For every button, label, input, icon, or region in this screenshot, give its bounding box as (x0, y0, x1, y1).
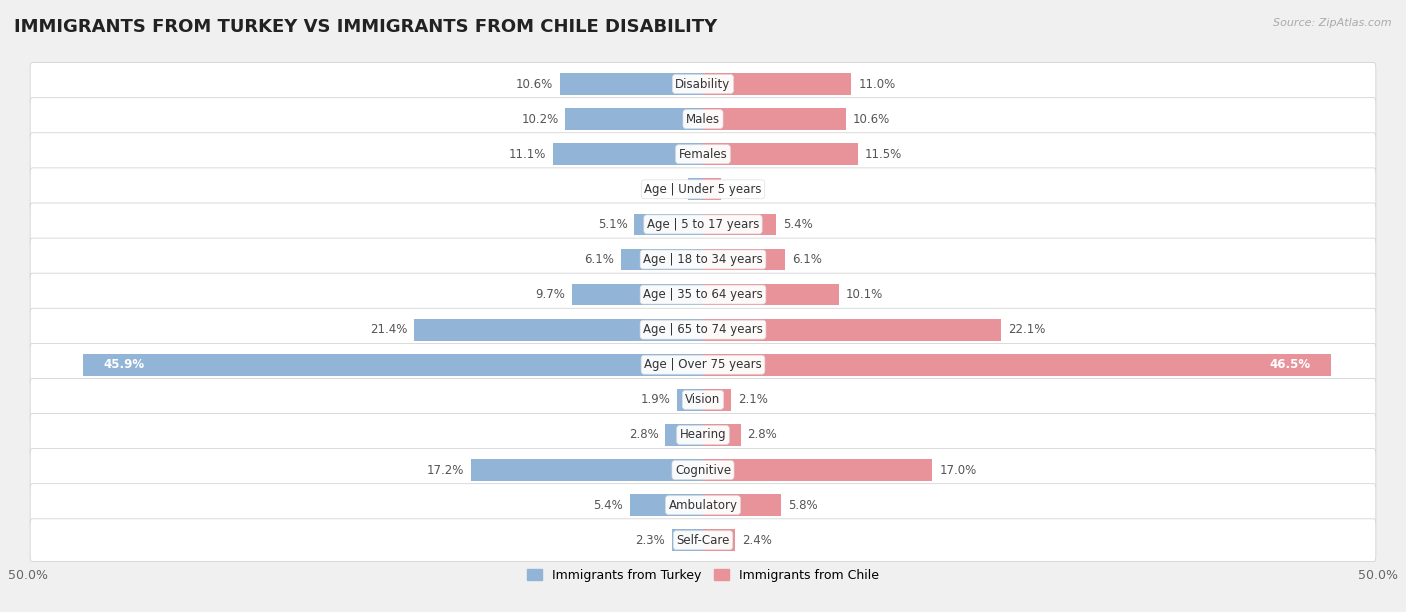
FancyBboxPatch shape (30, 168, 1376, 211)
Text: 11.1%: 11.1% (509, 147, 547, 161)
Bar (703, 108, 846, 130)
Bar (415, 319, 703, 340)
Text: 17.0%: 17.0% (939, 463, 976, 477)
FancyBboxPatch shape (30, 483, 1376, 526)
Legend: Immigrants from Turkey, Immigrants from Chile: Immigrants from Turkey, Immigrants from … (522, 564, 884, 587)
Text: 17.2%: 17.2% (426, 463, 464, 477)
Bar (688, 179, 703, 200)
FancyBboxPatch shape (30, 203, 1376, 246)
Text: Hearing: Hearing (679, 428, 727, 441)
Text: 21.4%: 21.4% (370, 323, 408, 336)
Bar (565, 108, 703, 130)
FancyBboxPatch shape (30, 98, 1376, 141)
Bar (703, 214, 776, 235)
Text: 10.6%: 10.6% (853, 113, 890, 125)
FancyBboxPatch shape (30, 519, 1376, 562)
Bar (703, 319, 1001, 340)
Text: 6.1%: 6.1% (792, 253, 823, 266)
Text: Age | Over 75 years: Age | Over 75 years (644, 358, 762, 371)
Bar (703, 459, 932, 481)
Text: Age | 5 to 17 years: Age | 5 to 17 years (647, 218, 759, 231)
FancyBboxPatch shape (30, 449, 1376, 491)
Text: 1.1%: 1.1% (651, 183, 682, 196)
Text: 11.0%: 11.0% (858, 78, 896, 91)
Text: 22.1%: 22.1% (1008, 323, 1046, 336)
Text: Vision: Vision (685, 394, 721, 406)
FancyBboxPatch shape (30, 343, 1376, 386)
FancyBboxPatch shape (30, 273, 1376, 316)
Text: 1.9%: 1.9% (641, 394, 671, 406)
Bar (560, 73, 703, 95)
Text: 9.7%: 9.7% (536, 288, 565, 301)
Text: 2.8%: 2.8% (628, 428, 658, 441)
Text: 45.9%: 45.9% (104, 358, 145, 371)
FancyBboxPatch shape (30, 238, 1376, 281)
Text: Self-Care: Self-Care (676, 534, 730, 547)
Text: Age | 35 to 64 years: Age | 35 to 64 years (643, 288, 763, 301)
Text: Disability: Disability (675, 78, 731, 91)
Bar (703, 494, 782, 516)
Text: 1.3%: 1.3% (727, 183, 756, 196)
Text: IMMIGRANTS FROM TURKEY VS IMMIGRANTS FROM CHILE DISABILITY: IMMIGRANTS FROM TURKEY VS IMMIGRANTS FRO… (14, 18, 717, 36)
Text: 5.4%: 5.4% (593, 499, 623, 512)
Text: 5.8%: 5.8% (787, 499, 818, 512)
Bar (703, 248, 786, 271)
Text: 2.4%: 2.4% (742, 534, 772, 547)
Bar (703, 143, 858, 165)
Bar (703, 354, 1330, 376)
FancyBboxPatch shape (30, 62, 1376, 105)
Bar (620, 248, 703, 271)
Bar (572, 284, 703, 305)
Text: Females: Females (679, 147, 727, 161)
Text: Age | 65 to 74 years: Age | 65 to 74 years (643, 323, 763, 336)
Text: 2.1%: 2.1% (738, 394, 768, 406)
FancyBboxPatch shape (30, 378, 1376, 421)
Bar (703, 179, 720, 200)
Text: 46.5%: 46.5% (1270, 358, 1310, 371)
Bar (634, 214, 703, 235)
Bar (703, 284, 839, 305)
Text: 10.1%: 10.1% (846, 288, 883, 301)
Text: 11.5%: 11.5% (865, 147, 903, 161)
Text: 5.4%: 5.4% (783, 218, 813, 231)
Text: Age | 18 to 34 years: Age | 18 to 34 years (643, 253, 763, 266)
Text: Source: ZipAtlas.com: Source: ZipAtlas.com (1274, 18, 1392, 28)
Bar (703, 529, 735, 551)
FancyBboxPatch shape (30, 133, 1376, 176)
Text: 6.1%: 6.1% (583, 253, 614, 266)
Text: 5.1%: 5.1% (598, 218, 627, 231)
Text: 2.3%: 2.3% (636, 534, 665, 547)
Text: 2.8%: 2.8% (748, 428, 778, 441)
Text: 10.6%: 10.6% (516, 78, 553, 91)
Text: Cognitive: Cognitive (675, 463, 731, 477)
FancyBboxPatch shape (30, 308, 1376, 351)
Bar (703, 389, 731, 411)
Bar (630, 494, 703, 516)
Bar (703, 73, 852, 95)
Text: Ambulatory: Ambulatory (668, 499, 738, 512)
Text: 10.2%: 10.2% (522, 113, 558, 125)
Text: Males: Males (686, 113, 720, 125)
Bar (83, 354, 703, 376)
Bar (678, 389, 703, 411)
Bar (703, 424, 741, 446)
Text: Age | Under 5 years: Age | Under 5 years (644, 183, 762, 196)
Bar (672, 529, 703, 551)
Bar (553, 143, 703, 165)
FancyBboxPatch shape (30, 414, 1376, 457)
Bar (665, 424, 703, 446)
Bar (471, 459, 703, 481)
